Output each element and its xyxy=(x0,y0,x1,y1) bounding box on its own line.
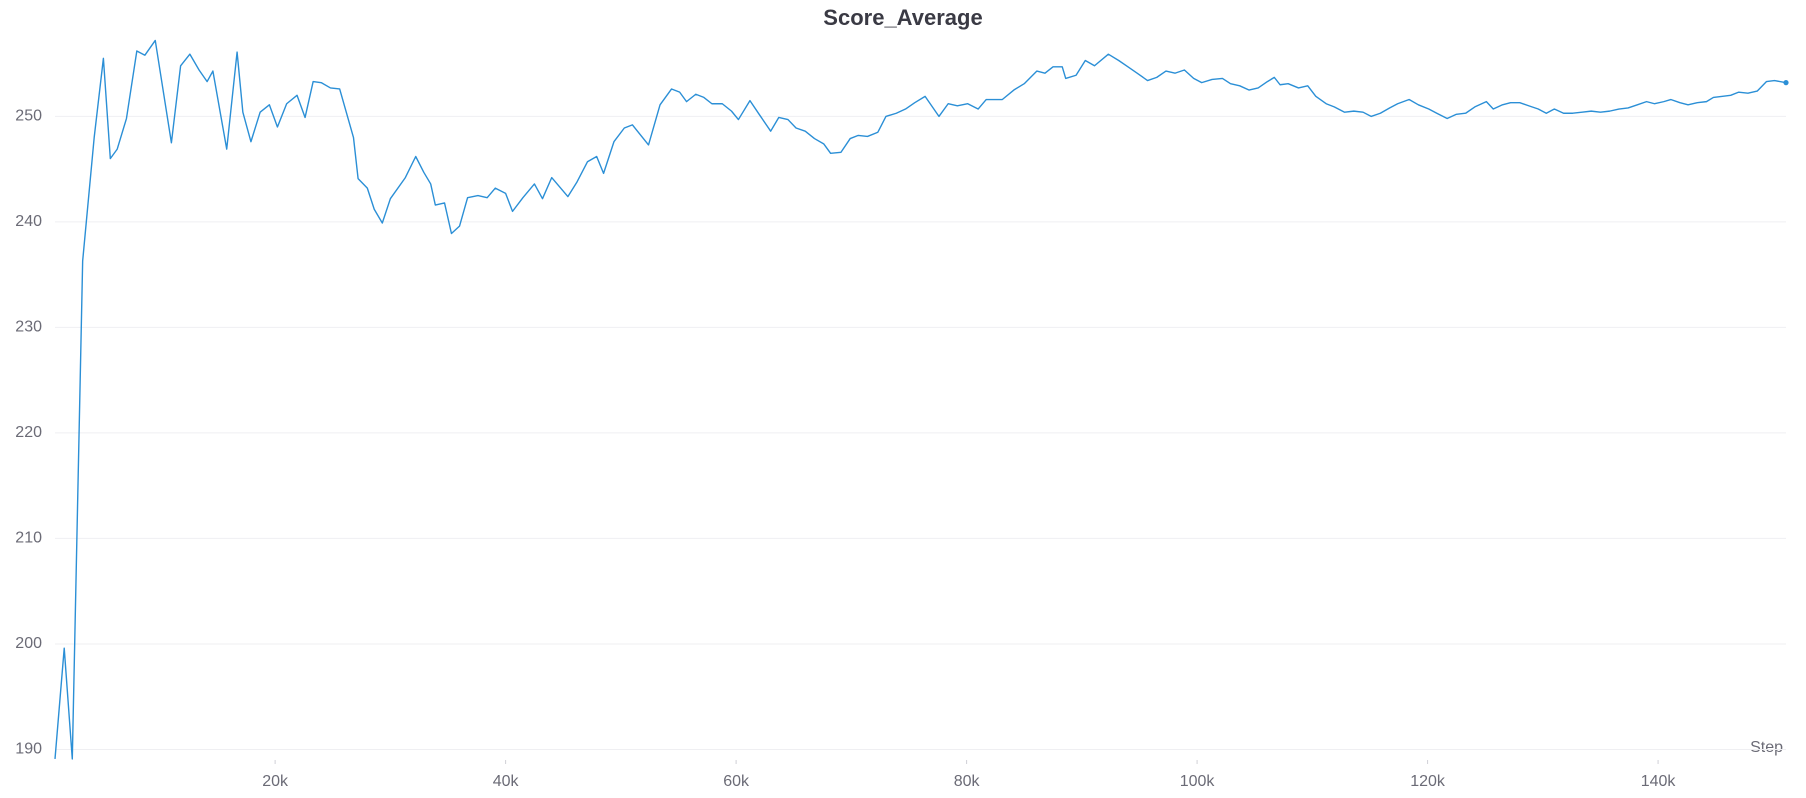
x-tick-label: 40k xyxy=(493,773,520,790)
x-tick-label: 60k xyxy=(723,773,750,790)
y-tick-label: 220 xyxy=(15,424,42,441)
y-tick-label: 240 xyxy=(15,213,42,230)
y-tick-label: 230 xyxy=(15,319,42,336)
end-point xyxy=(1783,80,1789,86)
chart-title: Score_Average xyxy=(823,5,982,30)
x-axis-label: Step xyxy=(1750,739,1783,756)
x-tick-label: 80k xyxy=(954,773,981,790)
y-tick-label: 250 xyxy=(15,108,42,125)
y-tick-label: 190 xyxy=(15,741,42,758)
data-line xyxy=(54,39,1787,760)
y-tick-label: 200 xyxy=(15,635,42,652)
x-tick-label: 100k xyxy=(1180,773,1216,790)
y-tick-label: 210 xyxy=(15,530,42,547)
x-tick-label: 20k xyxy=(262,773,289,790)
x-tick-label: 120k xyxy=(1410,773,1446,790)
x-tick-label: 140k xyxy=(1641,773,1677,790)
